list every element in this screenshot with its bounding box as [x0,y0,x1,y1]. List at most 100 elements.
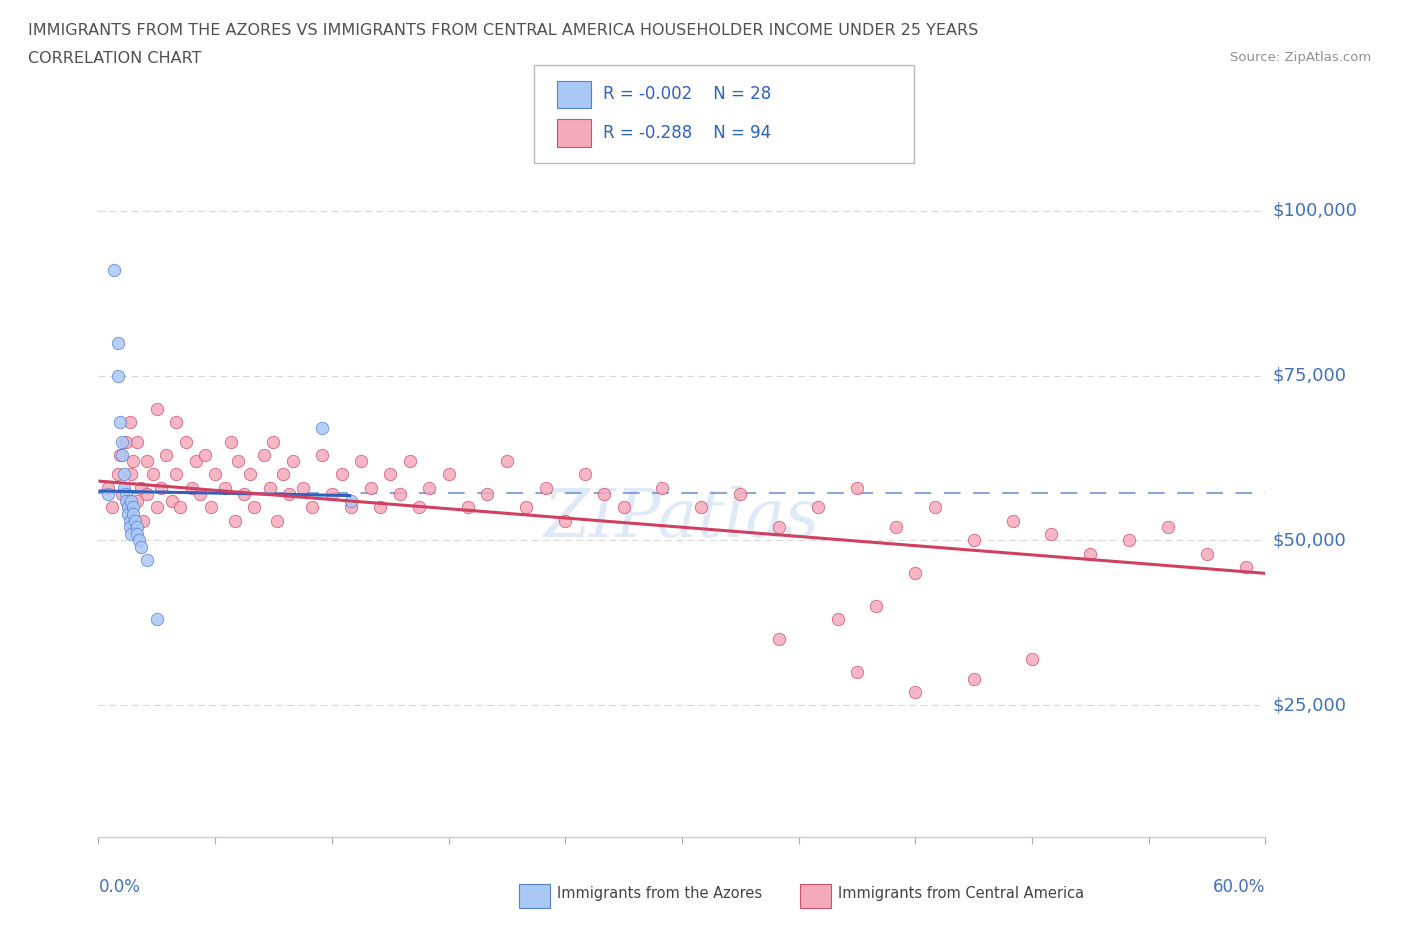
Point [122,507,145,522]
Point [554,513,576,528]
Point [122,500,145,515]
Point [114,494,136,509]
Point [651,480,673,495]
Text: $50,000: $50,000 [1272,531,1346,550]
Point [114,434,136,449]
Point [224,513,246,528]
Point [271,467,294,482]
Point [278,486,301,501]
Point [127,434,149,449]
Point [904,566,927,581]
Point [118,414,141,429]
Point [259,480,281,495]
Point [200,500,222,515]
Point [121,467,143,482]
Point [962,671,984,686]
Point [146,612,169,627]
Point [204,467,226,482]
Point [117,507,139,522]
Point [291,480,314,495]
Point [174,434,197,449]
Point [112,480,135,495]
Point [262,434,284,449]
Point [1001,513,1024,528]
Point [214,480,236,495]
Point [477,486,499,501]
Text: ZIPatlas: ZIPatlas [544,485,820,551]
Point [311,447,333,462]
Point [904,684,927,699]
Point [768,520,790,535]
Point [121,526,143,541]
Point [370,500,392,515]
Point [807,500,830,515]
Point [180,480,202,495]
Point [574,467,596,482]
Point [128,533,150,548]
Point [127,526,149,541]
Point [360,480,382,495]
Point [962,533,984,548]
Point [884,520,907,535]
Point [107,467,129,482]
Point [103,262,125,277]
Point [1080,546,1102,561]
Point [418,480,440,495]
Point [146,401,169,416]
Text: 0.0%: 0.0% [98,878,141,896]
Point [1234,559,1257,574]
Text: Immigrants from Central America: Immigrants from Central America [838,886,1084,901]
Point [457,500,479,515]
Text: $100,000: $100,000 [1272,202,1357,219]
Point [330,467,353,482]
Point [690,500,713,515]
Text: 60.0%: 60.0% [1213,878,1265,896]
Point [378,467,402,482]
Point [129,539,152,554]
Point [97,480,120,495]
Point [301,500,323,515]
Point [340,494,363,509]
Point [169,500,191,515]
Point [827,612,849,627]
Point [281,454,304,469]
Text: IMMIGRANTS FROM THE AZORES VS IMMIGRANTS FROM CENTRAL AMERICA HOUSEHOLDER INCOME: IMMIGRANTS FROM THE AZORES VS IMMIGRANTS… [28,23,979,38]
Text: R = -0.002    N = 28: R = -0.002 N = 28 [603,86,772,103]
Point [127,494,149,509]
Point [132,513,155,528]
Point [162,494,184,509]
Point [117,500,139,515]
Point [184,454,207,469]
Text: CORRELATION CHART: CORRELATION CHART [28,51,201,66]
Point [1195,546,1218,561]
Point [845,480,868,495]
Point [124,513,146,528]
Point [340,500,363,515]
Point [107,335,129,350]
Point [228,454,250,469]
Point [239,467,262,482]
Point [111,447,134,462]
Point [122,454,145,469]
Point [243,500,266,515]
Point [495,454,517,469]
Point [321,486,343,501]
Point [111,434,134,449]
Point [136,552,159,567]
Point [1118,533,1140,548]
Point [1040,526,1063,541]
Point [253,447,276,462]
Point [515,500,537,515]
Point [233,486,256,501]
Point [768,631,790,646]
Point [142,467,165,482]
Point [350,454,373,469]
Point [129,480,152,495]
Point [266,513,288,528]
Point [127,520,149,535]
Text: R = -0.288    N = 94: R = -0.288 N = 94 [603,125,772,142]
Point [146,500,169,515]
Point [107,368,129,383]
Point [165,467,187,482]
Point [194,447,217,462]
